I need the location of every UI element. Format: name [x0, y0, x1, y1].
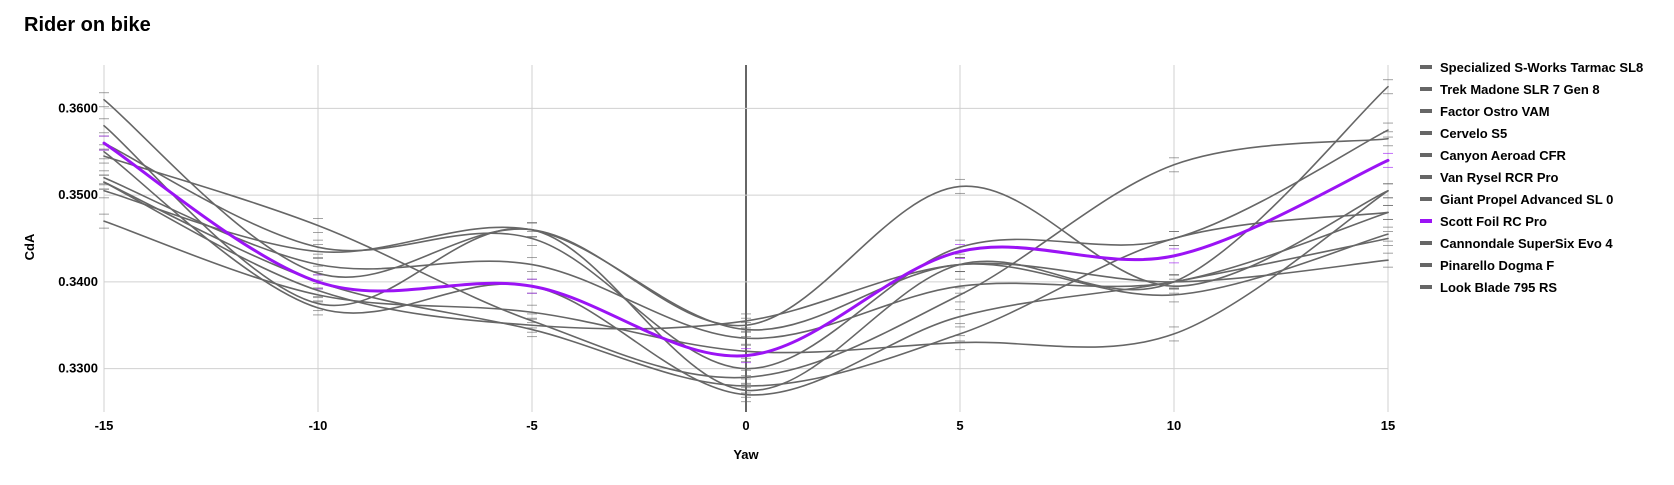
x-tick-label: 5 — [956, 418, 963, 433]
legend-swatch — [1420, 263, 1432, 267]
grid — [103, 65, 1389, 412]
legend-item[interactable]: Trek Madone SLR 7 Gen 8 — [1420, 78, 1643, 100]
legend-item[interactable]: Pinarello Dogma F — [1420, 254, 1643, 276]
series-line — [103, 137, 1389, 379]
legend-swatch — [1420, 65, 1432, 69]
y-tick-label: 0.3400 — [58, 274, 98, 289]
x-tick-label: 10 — [1167, 418, 1181, 433]
legend-swatch — [1420, 241, 1432, 245]
x-tick-label: -10 — [309, 418, 328, 433]
legend-swatch — [1420, 175, 1432, 179]
y-tick-label: 0.3300 — [58, 361, 98, 376]
legend-label: Van Rysel RCR Pro — [1440, 169, 1559, 185]
legend-swatch — [1420, 219, 1432, 223]
y-tick-label: 0.3500 — [58, 187, 98, 202]
x-tick-label: -15 — [95, 418, 114, 433]
chart-title: Rider on bike — [24, 14, 151, 36]
legend-label: Cannondale SuperSix Evo 4 — [1440, 235, 1613, 251]
legend-item[interactable]: Look Blade 795 RS — [1420, 276, 1643, 298]
legend-label: Specialized S-Works Tarmac SL8 — [1440, 59, 1644, 75]
legend-swatch — [1420, 87, 1432, 91]
series-line — [103, 181, 1389, 330]
y-tick-label: 0.3600 — [58, 100, 98, 115]
legend-item[interactable]: Canyon Aeroad CFR — [1420, 144, 1643, 166]
legend-label: Trek Madone SLR 7 Gen 8 — [1440, 81, 1600, 97]
series-line — [103, 189, 1389, 354]
legend-swatch — [1420, 131, 1432, 135]
legend-item[interactable]: Giant Propel Advanced SL 0 — [1420, 188, 1643, 210]
series-lines — [102, 85, 1390, 396]
legend-item[interactable]: Scott Foil RC Pro — [1420, 210, 1643, 232]
legend-label: Canyon Aeroad CFR — [1440, 147, 1566, 163]
legend-item[interactable]: Factor Ostro VAM — [1420, 100, 1643, 122]
series-line — [103, 189, 1389, 331]
legend-label: Look Blade 795 RS — [1440, 279, 1558, 295]
legend-swatch — [1420, 285, 1432, 289]
legend-item[interactable]: Specialized S-Works Tarmac SL8 — [1420, 56, 1643, 78]
legend-label: Cervelo S5 — [1440, 125, 1508, 141]
legend-label: Factor Ostro VAM — [1440, 103, 1550, 119]
x-tick-label: 0 — [742, 418, 749, 433]
legend-item[interactable]: Cervelo S5 — [1420, 122, 1643, 144]
tick-labels: -15 -10 -5 0 5 10 15 0.3300 0.3400 0.3500 0.3600 — [58, 100, 1395, 433]
series-line — [103, 98, 1389, 327]
x-tick-label: 15 — [1381, 418, 1395, 433]
legend-item[interactable]: Cannondale SuperSix Evo 4 — [1420, 232, 1643, 254]
x-tick-label: -5 — [526, 418, 538, 433]
y-axis-label: CdA — [22, 233, 37, 260]
legend: Specialized S-Works Tarmac SL8 Trek Madon… — [1420, 56, 1643, 298]
legend-swatch — [1420, 153, 1432, 157]
error-bars — [99, 79, 1393, 403]
legend-item[interactable]: Van Rysel RCR Pro — [1420, 166, 1643, 188]
legend-label: Pinarello Dogma F — [1440, 257, 1555, 273]
x-axis-label: Yaw — [733, 447, 759, 462]
legend-swatch — [1420, 109, 1432, 113]
legend-label: Scott Foil RC Pro — [1440, 213, 1547, 229]
series-line — [102, 141, 1390, 358]
legend-label: Giant Propel Advanced SL 0 — [1440, 191, 1614, 207]
legend-swatch — [1420, 197, 1432, 201]
